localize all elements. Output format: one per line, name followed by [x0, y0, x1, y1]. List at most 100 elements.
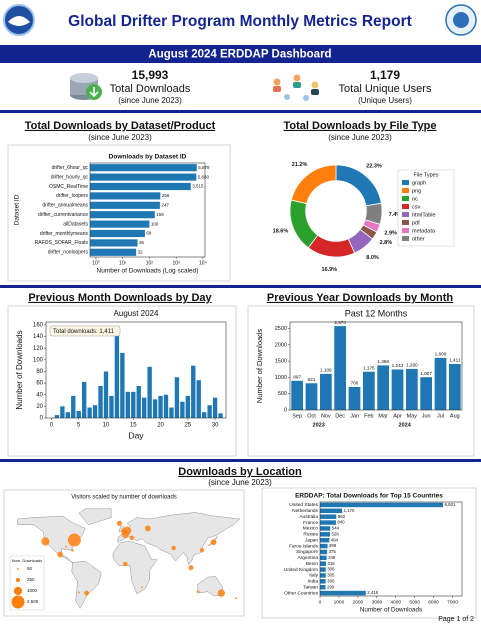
- x-group-label: 2024: [399, 422, 412, 428]
- bar: [60, 406, 65, 418]
- pie-slice: [335, 164, 382, 207]
- y-tick-label: India: [308, 579, 319, 585]
- bar: [305, 383, 318, 410]
- x-tick-label: 5: [77, 423, 81, 429]
- bar: [320, 514, 337, 519]
- value-label: 36: [139, 240, 145, 245]
- bar: [420, 377, 433, 410]
- location-marker: [199, 548, 205, 553]
- location-marker: [217, 589, 225, 597]
- bar: [90, 248, 137, 256]
- kpi-note: (Unique Users): [358, 96, 412, 105]
- legend-label: csv: [412, 204, 421, 210]
- plot-frame: [319, 501, 463, 597]
- bar: [362, 371, 375, 410]
- partner-logo-globe: [453, 12, 469, 28]
- bar: [90, 239, 138, 247]
- legend-swatch: [402, 236, 409, 241]
- section-subtitle: (since June 2023): [328, 133, 392, 142]
- legend-title: File Types: [414, 172, 439, 178]
- kpi-label: Total Unique Users: [339, 83, 432, 95]
- db-top: [70, 73, 98, 83]
- x-tick-label: 5000: [409, 599, 420, 605]
- users-icon: [273, 74, 319, 101]
- bar: [320, 590, 366, 596]
- y-tick-label: allDatasets: [63, 221, 88, 227]
- location-marker: [41, 537, 50, 546]
- x-tick-label: 1000: [334, 599, 345, 605]
- y-tick-label: RAFOS_SOFAR_Floats: [35, 240, 89, 246]
- banner: [0, 45, 481, 63]
- bar: [169, 407, 174, 418]
- legend-label: 50: [27, 566, 33, 571]
- value-label: 544: [332, 526, 340, 531]
- location-marker: [121, 528, 126, 533]
- y-tick-label: United States: [289, 502, 318, 508]
- section-title: Previous Month Downloads by Day: [28, 292, 212, 304]
- value-label: 68: [146, 231, 152, 236]
- x-tick-label: Nov: [321, 413, 331, 419]
- legend-label: metadata: [412, 228, 436, 234]
- x-tick-label: 4000: [390, 599, 401, 605]
- location-marker: [235, 597, 238, 600]
- value-label: 1,175: [363, 365, 375, 370]
- x-group-label: 2023: [313, 422, 325, 428]
- y-tick-label: drifter_loopers: [56, 193, 88, 199]
- legend-marker: [15, 577, 21, 583]
- bar: [212, 397, 218, 418]
- y-tick-label: drifter_monthlymeans: [40, 231, 89, 237]
- chart-panel: [261, 487, 477, 619]
- location-marker: [65, 545, 67, 548]
- bar: [90, 201, 160, 209]
- bar: [320, 543, 328, 549]
- legend-label: png: [412, 188, 421, 194]
- chart-title: ERDDAP: Total Downloads for Top 15 Count…: [295, 493, 443, 500]
- user: [293, 74, 301, 82]
- y-tick-label: 60: [36, 381, 43, 387]
- y-tick-label: Mexico: [303, 526, 319, 532]
- bar: [320, 573, 326, 578]
- bar: [434, 357, 447, 410]
- annotation-box: [49, 325, 121, 337]
- y-tick-label: 2500: [275, 326, 287, 332]
- x-tick-label: 10²: [146, 260, 154, 266]
- bar: [163, 394, 169, 418]
- value-label: 300: [327, 578, 335, 583]
- x-tick-label: Mar: [378, 413, 388, 419]
- page-number: Page 1 of 2: [438, 616, 474, 623]
- bar: [207, 405, 212, 418]
- location-marker: [57, 551, 64, 558]
- bar: [320, 579, 326, 584]
- value-label: 306: [327, 567, 335, 572]
- bar: [348, 386, 361, 410]
- bar: [391, 369, 404, 410]
- bar: [54, 415, 60, 418]
- bar: [334, 326, 347, 410]
- bar: [109, 395, 114, 418]
- noaa-logo-bird: [8, 16, 30, 26]
- x-tick-label: 25: [184, 423, 191, 429]
- y-tick-label: Japan: [305, 537, 318, 543]
- legend-swatch: [402, 188, 409, 193]
- bar: [98, 386, 103, 418]
- location-marker: [67, 533, 81, 547]
- section-subtitle: (since June 2023): [88, 133, 152, 142]
- y-tick-label: Benin: [306, 561, 319, 567]
- y-tick-label: drifter_hourly_qc: [51, 174, 89, 180]
- legend-swatch: [402, 228, 409, 233]
- bar: [90, 164, 197, 172]
- y-tick-label: France: [303, 520, 318, 526]
- x-tick-label: Jan: [350, 413, 359, 419]
- legend-swatch: [402, 204, 409, 209]
- value-label: 706: [351, 381, 359, 386]
- legend-label: 2,500: [27, 599, 39, 604]
- x-tick-label: 6000: [428, 599, 439, 605]
- bar: [90, 182, 191, 191]
- value-label: 290: [327, 584, 335, 589]
- value-label: 398: [329, 543, 337, 548]
- value-label: 840: [337, 520, 345, 525]
- legend-label: pdf: [412, 220, 420, 226]
- y-tick-label: Faroe Islands: [289, 543, 319, 549]
- legend-swatch: [402, 220, 409, 225]
